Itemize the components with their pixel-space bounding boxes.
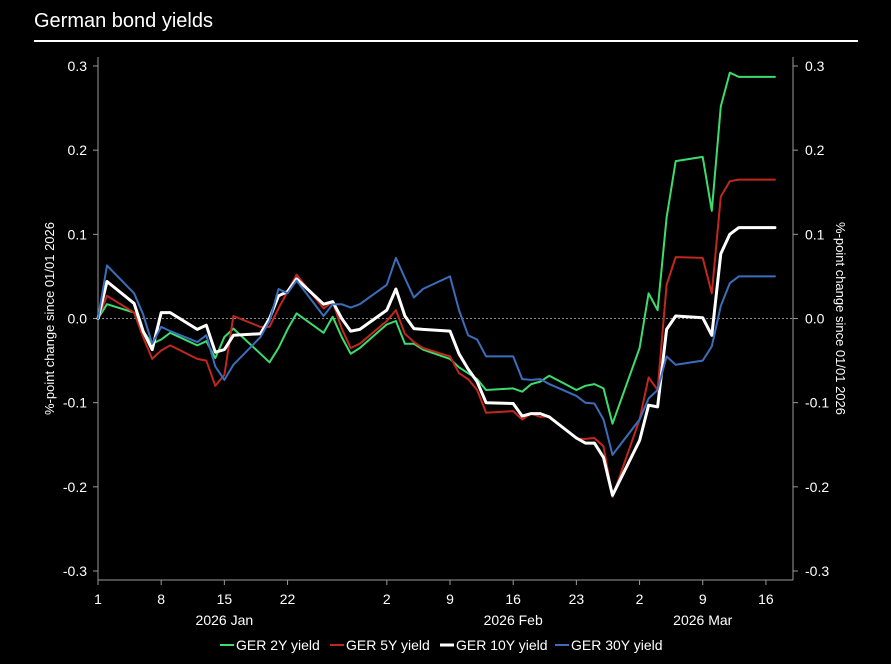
y-tick-label-left: -0.2 xyxy=(63,479,87,495)
y-tick-label-left: 0.3 xyxy=(68,58,88,74)
chart-legend: GER 2Y yield GER 5Y yield GER 10Y yield GER… xyxy=(220,637,663,653)
x-month-label: 2026 Mar xyxy=(673,612,732,628)
y-tick-label-left: 0.0 xyxy=(68,311,88,327)
y-tick-label-right: 0.1 xyxy=(805,226,825,242)
x-month-label: 2026 Feb xyxy=(484,612,543,628)
x-tick-label: 23 xyxy=(569,591,585,607)
y-tick-label-left: 0.1 xyxy=(68,226,88,242)
y-tick-label-right: -0.3 xyxy=(805,563,829,579)
x-tick-label: 2 xyxy=(636,591,644,607)
legend-label: GER 30Y yield xyxy=(571,637,663,653)
series-line-ger-5y-yield xyxy=(97,178,776,498)
y-tick-label-left: -0.3 xyxy=(63,563,87,579)
y-tick-label-right: 0.0 xyxy=(805,311,825,327)
y-tick-label-right: -0.2 xyxy=(805,479,829,495)
y-tick-label-left: 0.2 xyxy=(68,142,88,158)
legend-label: GER 5Y yield xyxy=(346,637,430,653)
y-tick-label-left: -0.1 xyxy=(63,395,87,411)
x-tick-label: 9 xyxy=(699,591,707,607)
series-line-ger-30y-yield xyxy=(97,256,776,456)
series-line-ger-2y-yield xyxy=(97,71,776,425)
x-tick-label: 16 xyxy=(758,591,774,607)
y-tick-label-right: 0.3 xyxy=(805,58,825,74)
x-tick-label: 2 xyxy=(383,591,391,607)
chart-series xyxy=(96,71,777,498)
x-tick-label: 1 xyxy=(94,591,102,607)
x-tick-label: 16 xyxy=(505,591,521,607)
x-month-label: 2026 Jan xyxy=(196,612,254,628)
chart-axes: 0.3 0.3 0.2 0.2 0.1 0.1 0.0 0.0 -0.1 -0.1 -0.2 -0.2… xyxy=(42,57,848,628)
y-axis-title-left: %-point change since 01/01 2026 xyxy=(42,222,57,415)
x-tick-label: 22 xyxy=(280,591,296,607)
y-tick-label-right: 0.2 xyxy=(805,142,825,158)
y-axis-title-right: %-point change since 01/01 2026 xyxy=(833,222,848,415)
legend-label: GER 10Y yield xyxy=(456,637,548,653)
x-tick-label: 9 xyxy=(446,591,454,607)
legend-label: GER 2Y yield xyxy=(236,637,320,653)
y-tick-label-right: -0.1 xyxy=(805,395,829,411)
x-tick-label: 15 xyxy=(217,591,233,607)
x-tick-label: 8 xyxy=(157,591,165,607)
chart-title: German bond yields xyxy=(34,10,213,32)
title-underline xyxy=(34,40,858,42)
series-line-ger-10y-yield xyxy=(96,226,777,497)
